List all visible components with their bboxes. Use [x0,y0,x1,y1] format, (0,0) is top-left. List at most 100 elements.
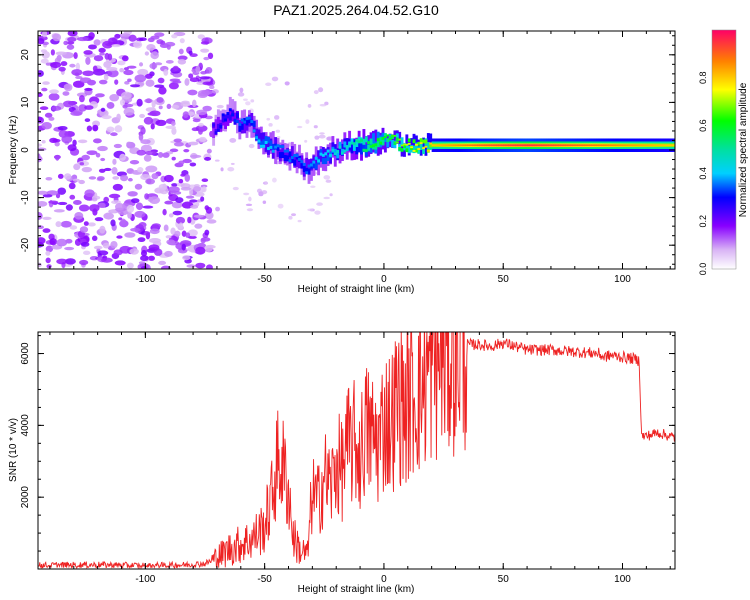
spectrogram-ridge-core [364,149,368,153]
spectrogram-noise-cell [112,176,120,180]
spectrogram-ridge-halo [422,137,425,152]
spectrogram-noise-cell [189,162,197,167]
spectrogram-noise-cell [40,49,48,53]
spectrogram-noise-cell [206,219,217,224]
spectrogram-ridge-core [643,144,647,147]
spectrogram-ridge-core [550,144,554,147]
spectrogram-noise-cell [114,125,123,133]
spectrogram-noise-cell [158,183,168,190]
spectrogram-noise-cell [143,116,154,125]
spectrogram-noise-cell [307,104,312,108]
spectrogram-ridge-core [410,146,414,149]
spectrogram-ridge-core [462,144,466,147]
spectrogram-ridge-core [531,144,535,147]
spectrogram-noise-cell [291,213,296,217]
spectrogram-noise-cell [83,250,91,256]
spectrogram-noise-cell [313,125,318,129]
spectrogram-ridge-band [419,142,423,150]
spectrogram-noise-cell [46,264,52,269]
spectrogram-ridge-core [295,154,299,158]
spectrogram-noise-cell [305,119,310,124]
snr-ytick-label: 2000 [20,486,31,509]
spectrogram-ridge-band [426,142,430,150]
spectrogram-ridge-core [491,144,495,147]
spectrogram-noise-cell [120,174,129,182]
spectrogram-ridge-band [412,145,416,154]
spectrogram-noise-cell [57,173,64,179]
spectrogram-noise-cell [163,174,174,183]
spectrogram-ridge-band [286,147,290,160]
spectrogram-noise-cell [142,205,154,209]
spectrogram-noise-cell [134,183,143,190]
spectrogram-noise-cell [93,55,104,62]
spectrogram-noise-cell [189,199,198,203]
spectrogram-noise-cell [201,89,213,95]
spectrogram-noise-cell [130,227,141,232]
spectrogram-ridge-core [247,116,251,120]
spectrogram-noise-cell [144,193,150,200]
spectrogram-ridge-core [586,144,590,147]
spectrogram-noise-cell [174,230,181,237]
spectrogram-noise-cell [140,139,151,145]
spectrogram-ridge-halo [250,116,254,138]
spectrogram-ridge-core [479,144,483,147]
spectrogram-ridge-inner [286,155,290,162]
spectrogram-ridge-core [333,152,337,156]
spectrogram-ridge-band [214,119,218,132]
spectrogram-ridge-inner [259,141,263,148]
spectrogram-ridge-core [438,144,442,147]
spectrogram-noise-cell [277,203,284,209]
spectrogram-ridge-core [481,144,485,147]
spectrogram-noise-cell [72,178,80,182]
spectrogram-ridge-core [305,171,309,175]
spectrogram-ridge-band [400,137,404,145]
spectrogram-ridge-core [407,142,411,145]
spectrogram-ridge-core [236,120,239,124]
snr-ylabel: SNR (10 * v/v) [8,418,19,482]
spectrogram-ridge-halo [393,130,397,144]
spectrogram-ridge-core [288,159,292,163]
spectrogram-ridge-inner [417,141,421,146]
spectrogram-ridge-core [352,142,356,146]
spectrogram-ridge-core [517,144,521,147]
spectrogram-noise-cell [173,141,184,147]
spectrogram-noise-cell [40,58,49,64]
spectrogram-noise-cell [151,223,161,229]
colorbar-tick-label: 0.8 [698,72,708,85]
spectrogram-ridge-core [455,144,459,147]
spectrogram-ytick-label: 10 [20,96,31,108]
spectrogram-noise-cell [107,69,119,78]
spectrogram-noise-cell [38,200,48,207]
spectrogram-noise-cell [164,200,174,205]
spectrogram-noise-cell [41,50,50,59]
spectrogram-noise-cell [42,216,52,221]
spectrogram-ridge-core [493,144,497,147]
spectrogram-ridge-core [467,144,471,147]
spectrogram-noise-cell [182,158,192,164]
spectrogram-noise-cell [245,203,253,207]
spectrogram-ridge-core [340,151,344,155]
spectrogram-ridge-halo [426,133,430,147]
spectrogram-xtick-label: 100 [614,274,631,285]
spectrogram-noise-cell [206,264,213,269]
spectrogram-noise-cell [184,173,191,182]
spectrogram-noise-cell [51,105,62,111]
spectrogram-noise-cell [156,97,164,103]
spectrogram-ridge-inner [395,137,399,142]
spectrogram-ridge-inner [228,114,232,121]
spectrogram-noise-cell [84,118,91,122]
spectrogram-noise-cell [271,76,279,82]
spectrogram-noise-cell [314,210,321,215]
spectrogram-noise-cell [49,238,58,246]
spectrogram-noise-cell [93,39,101,46]
spectrogram-noise-cell [63,84,71,90]
spectrogram-ridge-core [290,156,294,160]
spectrogram-ridge-core [422,147,425,150]
spectrogram-ridge-core [593,144,597,147]
spectrogram-ridge-core [321,153,325,157]
spectrogram-ridge-inner [355,140,359,147]
spectrogram-noise-cell [80,241,90,247]
spectrogram-xtick-label: 50 [498,274,510,285]
spectrogram-ridge-core [634,144,638,147]
spectrogram-ridge-core [286,149,290,153]
